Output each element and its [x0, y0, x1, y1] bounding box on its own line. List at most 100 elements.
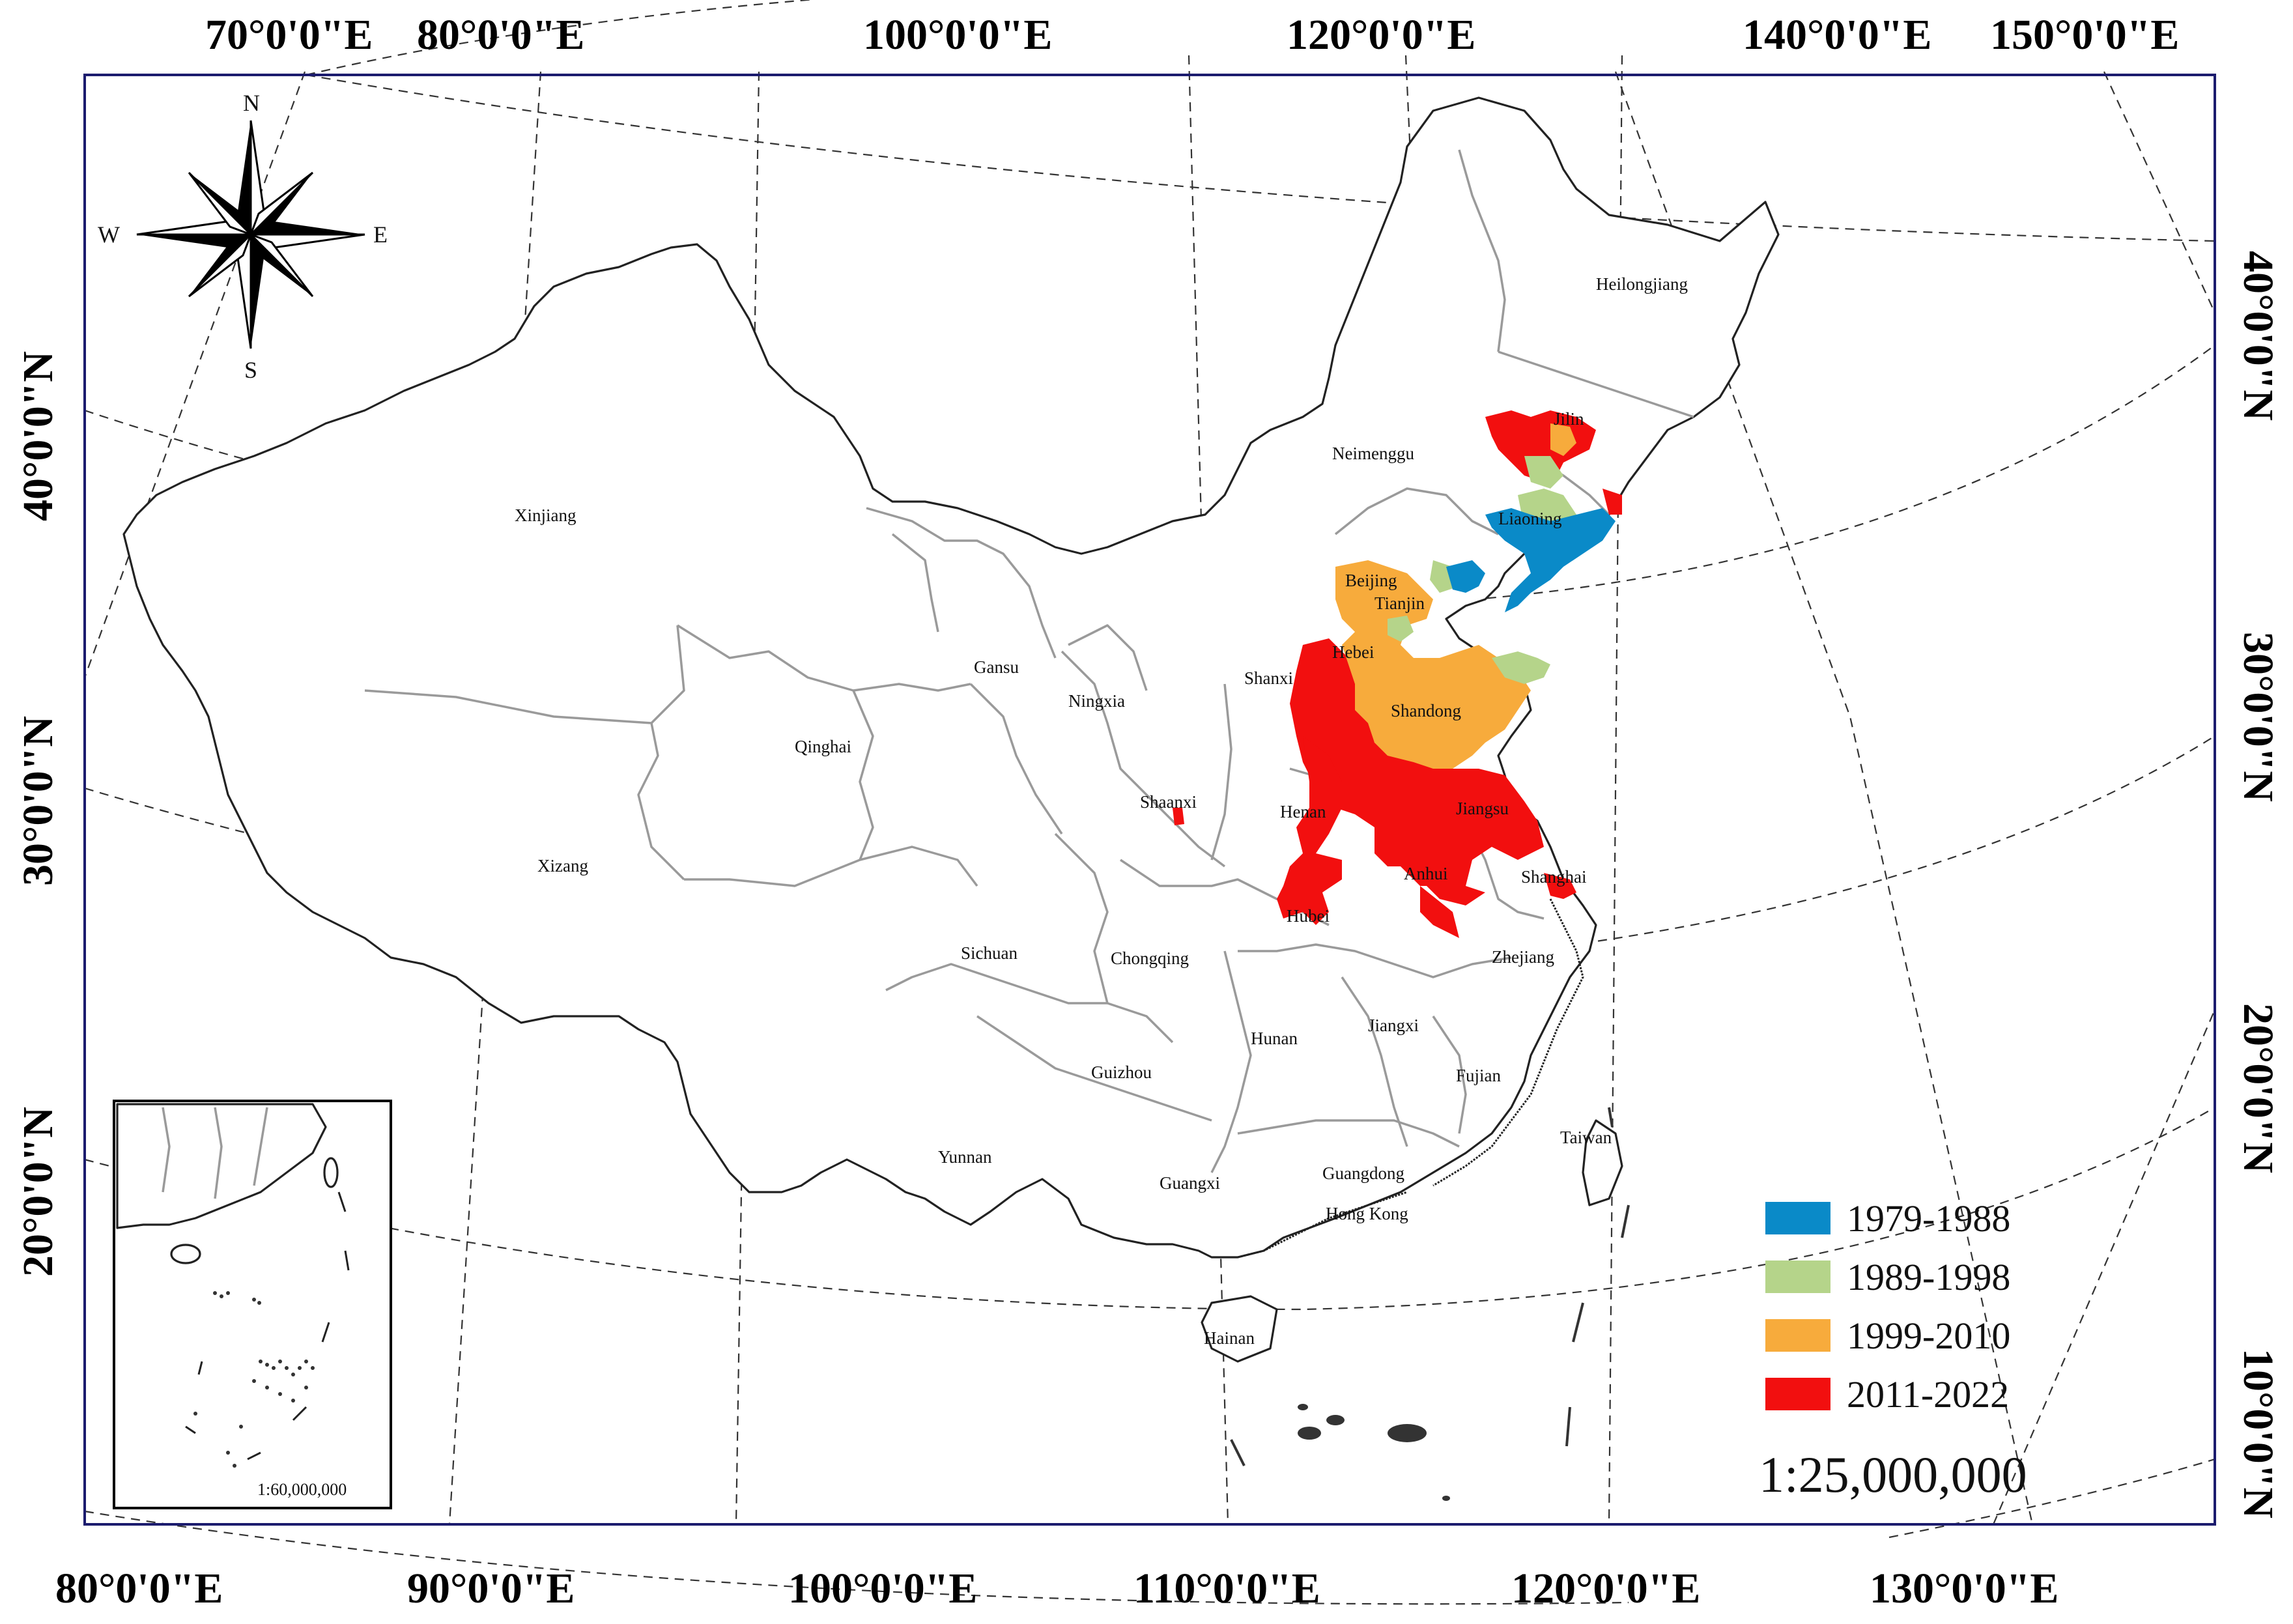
inset-mainland [116, 1103, 327, 1229]
area-2011-2022-shanghai [1544, 873, 1576, 899]
right-lat-label: 30°0'0"N [2234, 632, 2282, 802]
area-2011-2022-henan [1277, 736, 1342, 925]
label-guangxi: Guangxi [1160, 1173, 1220, 1193]
area-1989-1998-shandong [1492, 651, 1550, 684]
coastline [1230, 898, 1630, 1501]
area-1979-1988-hebei [1446, 560, 1485, 593]
island [1326, 1415, 1345, 1425]
island [1298, 1404, 1308, 1410]
inset-nine-dash [185, 1191, 350, 1460]
scale-label: 1:25,000,000 [1759, 1446, 2027, 1503]
legend-label-1989-1998: 1989-1998 [1847, 1256, 2010, 1298]
top-lon-label: 100°0'0"E [863, 11, 1052, 59]
area-2011-2022-liaoning [1602, 489, 1622, 515]
label-guangdong: Guangdong [1322, 1163, 1404, 1183]
label-shanghai: Shanghai [1521, 867, 1587, 887]
legend-swatch-1979-1988 [1765, 1202, 1830, 1234]
province-labels: Heilongjiang Jilin Neimenggu Liaoning Xi… [515, 274, 1688, 1348]
distribution-areas [1173, 410, 1622, 938]
top-lon-label: 140°0'0"E [1743, 11, 1931, 59]
label-chongqing: Chongqing [1111, 948, 1189, 968]
left-lat-label: 40°0'0"N [14, 351, 62, 521]
label-hunan: Hunan [1251, 1029, 1298, 1048]
legend-label-2011-2022: 2011-2022 [1847, 1373, 2009, 1416]
island [1298, 1427, 1321, 1440]
label-neimenggu: Neimenggu [1332, 444, 1414, 463]
inset-province-lines [162, 1107, 268, 1199]
top-longitude-labels: 70°0'0"E 80°0'0"E 100°0'0"E 120°0'0"E 14… [205, 11, 2179, 59]
label-guizhou: Guizhou [1091, 1062, 1152, 1082]
legend: 1979-1988 1989-1998 1999-2010 2011-2022 [1765, 1197, 2010, 1416]
label-gansu: Gansu [974, 657, 1019, 677]
area-2011-2022-anhui [1420, 886, 1459, 938]
bottom-lon-label: 90°0'0"E [407, 1565, 575, 1612]
top-lon-label: 80°0'0"E [417, 11, 584, 59]
area-1989-1998-jilin [1524, 456, 1563, 489]
label-sichuan: Sichuan [961, 943, 1018, 963]
map-frame [83, 74, 2216, 1526]
label-xinjiang: Xinjiang [515, 506, 577, 525]
legend-swatch-2011-2022 [1765, 1378, 1830, 1410]
label-yunnan: Yunnan [938, 1147, 992, 1167]
label-xizang: Xizang [537, 856, 588, 876]
label-jiangsu: Jiangsu [1456, 799, 1509, 818]
label-hubei: Hubei [1287, 906, 1330, 926]
label-zhejiang: Zhejiang [1492, 947, 1554, 967]
bottom-lon-label: 80°0'0"E [55, 1565, 223, 1612]
label-hainan: Hainan [1204, 1328, 1255, 1348]
taiwan-outline [1582, 1119, 1623, 1206]
label-shaanxi: Shaanxi [1140, 792, 1197, 812]
island [1442, 1496, 1450, 1501]
area-1979-1988-liaoning [1485, 508, 1616, 612]
left-latitude-labels: 40°0'0"N 30°0'0"N 20°0'0"N [14, 351, 62, 1277]
top-lon-label: 150°0'0"E [1990, 11, 2179, 59]
bottom-lon-label: 100°0'0"E [788, 1565, 977, 1612]
area-2011-2022 [1290, 638, 1544, 905]
bottom-lon-label: 120°0'0"E [1511, 1565, 1700, 1612]
label-fujian: Fujian [1456, 1066, 1502, 1085]
compass-west: W [98, 221, 120, 248]
compass-east: E [373, 221, 388, 248]
label-beijing: Beijing [1345, 571, 1397, 590]
label-ningxia: Ningxia [1068, 691, 1125, 711]
china-outline [122, 96, 1780, 1259]
area-1999-2010-jilin [1550, 423, 1576, 456]
compass-rose-icon [136, 120, 365, 349]
label-jilin: Jilin [1554, 409, 1584, 429]
label-hebei: Hebei [1332, 642, 1374, 662]
label-shandong: Shandong [1391, 701, 1461, 720]
right-lat-label: 20°0'0"N [2234, 1003, 2282, 1173]
inset-hainan [170, 1244, 201, 1264]
bottom-lon-label: 110°0'0"E [1133, 1565, 1320, 1612]
legend-label-1999-2010: 1999-2010 [1847, 1315, 2010, 1357]
label-shanxi: Shanxi [1244, 668, 1293, 688]
label-henan: Henan [1280, 802, 1326, 821]
compass-south: S [244, 357, 257, 383]
label-hongkong: Hong Kong [1326, 1204, 1408, 1223]
label-heilongjiang: Heilongjiang [1596, 274, 1688, 294]
legend-swatch-1999-2010 [1765, 1319, 1830, 1352]
area-1999-2010 [1335, 560, 1531, 769]
compass-rose: N S E W [98, 90, 388, 383]
island [1388, 1424, 1427, 1442]
hainan-outline [1201, 1295, 1278, 1363]
inset-map: 1:60,000,000 [113, 1100, 392, 1509]
inset-islands [193, 1291, 315, 1468]
label-qinghai: Qinghai [795, 737, 851, 756]
inset-taiwan [323, 1157, 339, 1188]
right-lat-label: 40°0'0"N [2234, 251, 2282, 421]
label-taiwan: Taiwan [1560, 1128, 1612, 1147]
legend-swatch-1989-1998 [1765, 1261, 1830, 1293]
top-lon-label: 70°0'0"E [205, 11, 373, 59]
right-lat-label: 10°0'0"N [2234, 1348, 2282, 1518]
left-lat-label: 30°0'0"N [14, 716, 62, 886]
legend-label-1979-1988: 1979-1988 [1847, 1197, 2010, 1240]
label-tianjin: Tianjin [1374, 593, 1425, 613]
right-latitude-labels: 40°0'0"N 30°0'0"N 20°0'0"N 10°0'0"N [2234, 251, 2282, 1518]
label-liaoning: Liaoning [1498, 509, 1561, 528]
top-lon-label: 120°0'0"E [1287, 11, 1475, 59]
bottom-longitude-labels: 80°0'0"E 90°0'0"E 100°0'0"E 110°0'0"E 12… [55, 1565, 2058, 1612]
area-1989-1998-tianjin [1388, 616, 1414, 642]
bottom-lon-label: 130°0'0"E [1870, 1565, 2058, 1612]
